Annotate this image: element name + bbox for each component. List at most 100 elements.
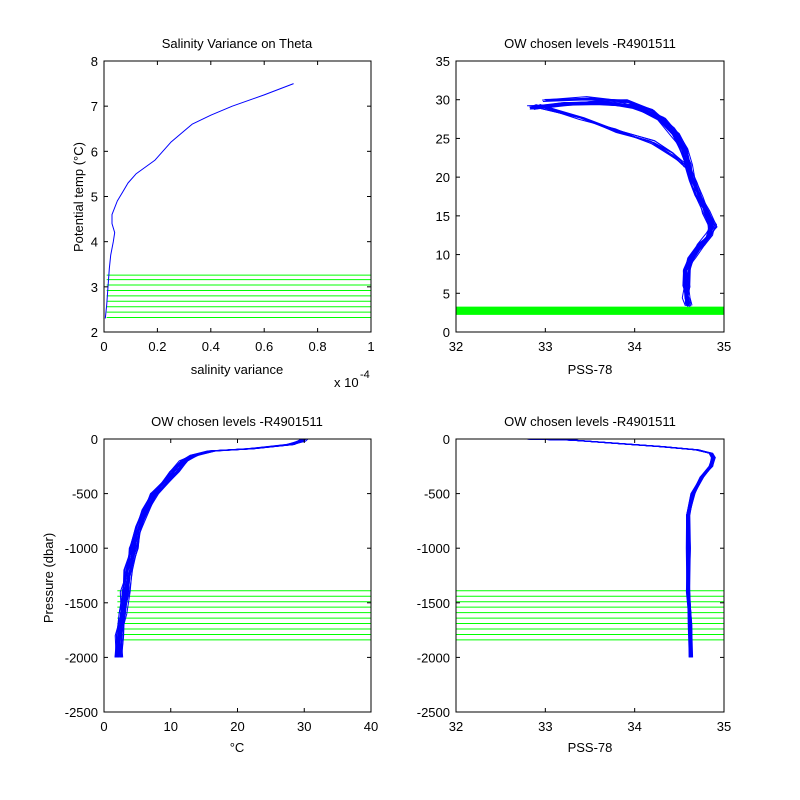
profile-line: [527, 438, 713, 658]
y-tick-label: -500: [72, 487, 98, 502]
profile-line: [115, 438, 304, 658]
y-tick-label: 30: [436, 93, 450, 108]
panel-pressure-temperature: OW chosen levels -R4901511 0 10 20 30 40 -25…: [41, 414, 378, 755]
chart-title: Salinity Variance on Theta: [162, 36, 313, 51]
series-group: [527, 96, 718, 307]
profile-line: [526, 438, 712, 658]
profile-line: [546, 98, 681, 139]
x-tick-label: 0.6: [255, 339, 273, 354]
profile-line: [116, 438, 306, 658]
profile-line: [104, 83, 294, 319]
x-multiplier-exponent: -4: [360, 369, 370, 381]
panel-pressure-salinity: OW chosen levels -R4901511 32 33 34 35 -250…: [417, 414, 731, 755]
y-tick-label: 20: [436, 170, 450, 185]
x-tick-label: 0.4: [202, 339, 220, 354]
x-axis-label: salinity variance: [191, 362, 284, 377]
x-tick-label: 1: [367, 339, 374, 354]
y-tick-label: -500: [424, 487, 450, 502]
profile-line: [526, 438, 713, 658]
y-axis-label: Potential temp (°C): [71, 142, 86, 252]
profile-line: [527, 438, 714, 658]
plot-frame: [455, 438, 725, 713]
profile-line: [119, 438, 306, 658]
profile-line: [117, 438, 304, 658]
y-tick-label: 4: [91, 235, 98, 250]
y-tick-label: 15: [436, 209, 450, 224]
series-group: [526, 438, 716, 658]
levels-group: [456, 590, 724, 641]
profile-line: [529, 438, 716, 658]
levels-group: [117, 590, 371, 641]
y-tick-label: -2000: [417, 650, 450, 665]
x-tick-label: 0.8: [309, 339, 327, 354]
x-tick-label: 30: [297, 719, 311, 734]
x-tick-label: 33: [538, 339, 552, 354]
plot-frame: [455, 60, 725, 333]
profile-line: [547, 99, 682, 139]
profile-line: [114, 438, 304, 658]
x-tick-label: 0: [100, 339, 107, 354]
series-group: [114, 438, 309, 658]
x-tick-label: 32: [449, 719, 463, 734]
profile-line: [549, 98, 682, 138]
profile-line: [537, 106, 686, 168]
y-tick-label: 0: [91, 432, 98, 447]
x-tick-label: 10: [164, 719, 178, 734]
profile-line: [115, 438, 304, 658]
levels-group: [106, 274, 371, 319]
profile-line: [527, 438, 714, 658]
y-ticks-group: -2500 -2000 -1500 -1000 -500 0: [65, 432, 371, 720]
y-tick-label: 10: [436, 248, 450, 263]
panel-theta-salinity: OW chosen levels -R4901511 32 33 34 35 0 5 10…: [436, 36, 732, 377]
x-tick-label: 34: [627, 339, 641, 354]
y-tick-label: 3: [91, 280, 98, 295]
chart-title: OW chosen levels -R4901511: [504, 36, 676, 51]
profile-line: [527, 438, 714, 658]
y-tick-label: -2500: [65, 705, 98, 720]
y-tick-label: 0: [443, 325, 450, 340]
profile-line: [536, 104, 686, 168]
x-ticks-group: 32 33 34 35: [449, 439, 731, 734]
y-tick-label: 8: [91, 54, 98, 69]
profile-line: [119, 438, 306, 658]
profile-line: [120, 438, 306, 658]
x-axis-label: PSS-78: [568, 362, 613, 377]
x-tick-label: 33: [538, 719, 552, 734]
y-tick-label: 35: [436, 54, 450, 69]
y-tick-label: 0: [443, 432, 450, 447]
levels-group: [456, 306, 724, 315]
x-multiplier-label: x 10: [334, 375, 359, 390]
panel-salinity-variance: Salinity Variance on Theta 0 0.2 0.4 0.6 0.8…: [71, 36, 375, 390]
profile-line: [527, 438, 714, 658]
profile-line: [121, 438, 309, 658]
profile-line: [114, 438, 302, 658]
profile-line: [535, 104, 685, 166]
x-ticks-group: 0 0.2 0.4 0.6 0.8 1: [100, 61, 375, 354]
profile-line: [115, 438, 303, 658]
y-tick-label: 6: [91, 144, 98, 159]
profile-line: [116, 438, 304, 658]
profile-line: [526, 438, 713, 658]
plot-frame: [103, 438, 372, 713]
x-tick-label: 35: [717, 339, 731, 354]
y-tick-label: -2500: [417, 705, 450, 720]
chart-title: OW chosen levels -R4901511: [504, 414, 676, 429]
profile-line: [118, 438, 305, 658]
x-tick-label: 40: [364, 719, 378, 734]
profile-line: [533, 102, 716, 306]
y-tick-label: -1500: [417, 596, 450, 611]
profile-line: [526, 438, 713, 658]
x-tick-label: 34: [627, 719, 641, 734]
profile-line: [527, 438, 714, 658]
y-tick-label: 2: [91, 325, 98, 340]
x-tick-label: 0.2: [148, 339, 166, 354]
profile-line: [120, 438, 304, 658]
x-axis-label: °C: [230, 740, 245, 755]
chart-title: OW chosen levels -R4901511: [151, 414, 323, 429]
y-tick-label: 5: [91, 190, 98, 205]
profile-line: [118, 438, 306, 658]
x-tick-label: 32: [449, 339, 463, 354]
profile-line: [526, 438, 714, 658]
y-axis-label: Pressure (dbar): [41, 533, 56, 623]
